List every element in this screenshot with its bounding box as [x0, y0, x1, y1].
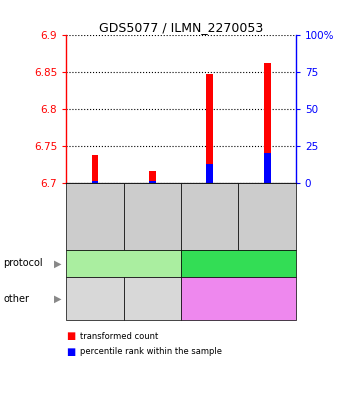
Bar: [264, 63, 271, 183]
Text: ▶: ▶: [54, 294, 61, 304]
Bar: [91, 156, 99, 183]
Text: GSM1071457: GSM1071457: [90, 191, 100, 242]
Bar: [149, 181, 156, 183]
Text: shRNA for
first exon
of TMEM88: shRNA for first exon of TMEM88: [78, 290, 112, 307]
Bar: [264, 153, 271, 183]
Bar: [206, 74, 213, 183]
Text: shRNA for
3'UTR of
TMEM88: shRNA for 3'UTR of TMEM88: [137, 290, 168, 307]
Text: other: other: [3, 294, 29, 304]
Text: ■: ■: [66, 331, 75, 341]
Text: TMEM88 depletion: TMEM88 depletion: [85, 259, 163, 268]
Text: protocol: protocol: [3, 258, 43, 268]
Text: GSM1071455: GSM1071455: [262, 191, 272, 242]
Text: ■: ■: [66, 347, 75, 357]
Text: transformed count: transformed count: [80, 332, 158, 340]
Bar: [91, 180, 99, 183]
Text: ▶: ▶: [54, 258, 61, 268]
Title: GDS5077 / ILMN_2270053: GDS5077 / ILMN_2270053: [99, 21, 263, 34]
Text: GSM1071456: GSM1071456: [148, 191, 157, 242]
Text: non-targetting
shRNA: non-targetting shRNA: [208, 289, 269, 309]
Text: control: control: [222, 258, 255, 268]
Bar: [149, 171, 156, 183]
Bar: [206, 163, 213, 183]
Text: percentile rank within the sample: percentile rank within the sample: [80, 347, 222, 356]
Text: GSM1071454: GSM1071454: [205, 191, 214, 242]
